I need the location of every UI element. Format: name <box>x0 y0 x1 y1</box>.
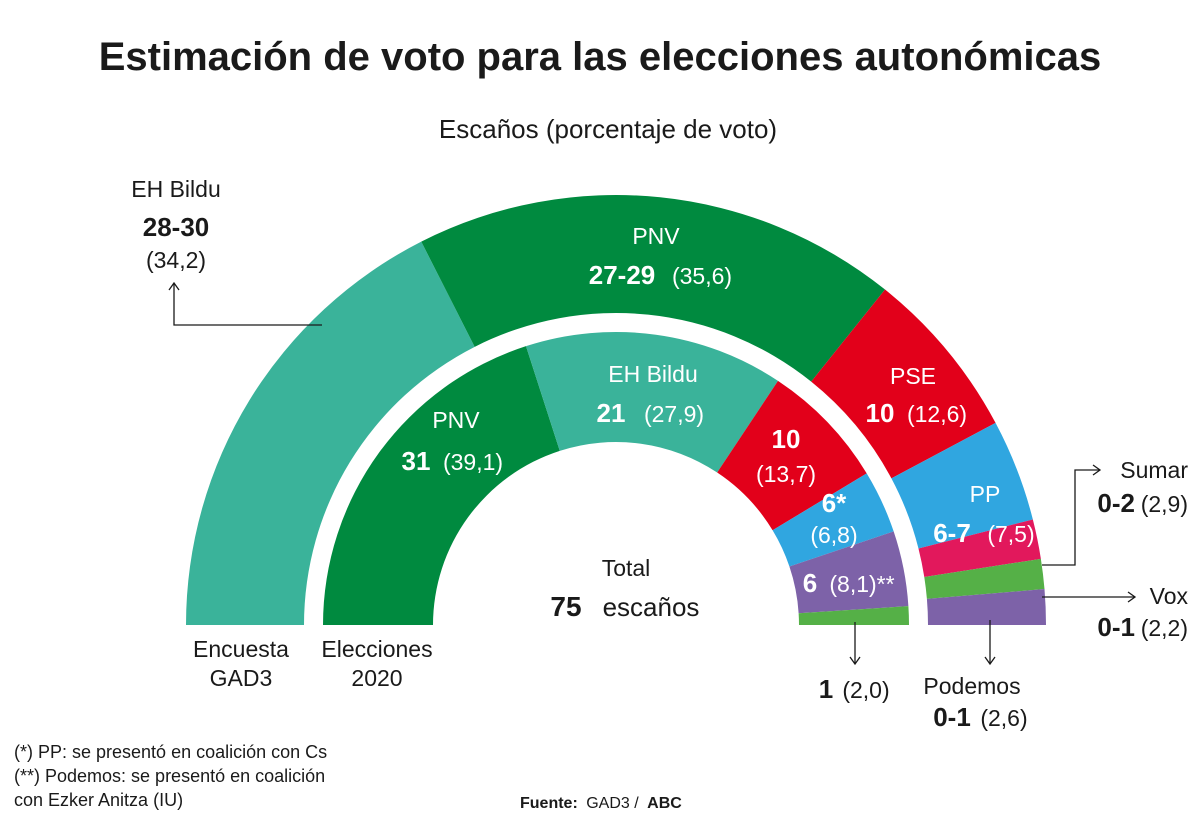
segment-2020-vox <box>798 606 909 625</box>
segment-survey-eh-bildu <box>186 241 475 626</box>
inner-label-podemos-seats: 6 <box>803 568 817 598</box>
inner-ring-2020 <box>323 332 909 625</box>
outer-label-bildu-pct: (34,2) <box>146 247 206 273</box>
segment-survey-pp <box>891 422 1033 549</box>
arrow-vox-2020 <box>849 656 861 666</box>
inner-label-pnv-name: PNV <box>432 407 480 433</box>
ring-label-2020-1: Elecciones <box>321 636 432 662</box>
outer-label-sumar-seats: 0-2 <box>1097 488 1135 518</box>
inner-label-pnv-seats: 31 <box>402 446 431 476</box>
outer-label-vox-pct: (2,2) <box>1141 615 1188 641</box>
inner-label-vox-seats: 1 <box>819 674 833 704</box>
outer-label-pp-seats: 6-7 <box>933 518 971 548</box>
outer-label-pse-name: PSE <box>890 363 936 389</box>
source-label: Fuente: <box>520 795 578 812</box>
total-seats: 75 <box>550 591 581 622</box>
outer-label-pp-pct: (7,5) <box>987 521 1034 547</box>
inner-label-pse-seats: 10 <box>772 424 801 454</box>
outer-label-sumar-pct: (2,9) <box>1141 491 1188 517</box>
outer-label-pnv-pct: (35,6) <box>672 263 732 289</box>
note-podemos-1: (**) Podemos: se presentó en coalición <box>14 766 325 786</box>
source-line: Fuente: GAD3 / ABC <box>520 795 682 812</box>
outer-label-pnv-seats: 27-29 <box>589 260 656 290</box>
segment-survey-vox <box>924 558 1045 599</box>
outer-label-sumar-name: Sumar <box>1120 457 1188 483</box>
segment-survey-podemos <box>926 589 1046 625</box>
segment-2020-eh-bildu <box>525 332 778 473</box>
segment-survey-pnv <box>421 195 886 382</box>
leader-sumar <box>1042 469 1100 566</box>
arrow-sumar <box>1092 464 1102 476</box>
total-label: Total <box>602 555 651 581</box>
inner-label-pnv-pct: (39,1) <box>443 449 503 475</box>
outer-ring-survey <box>186 195 1046 626</box>
outer-label-vox-name: Vox <box>1150 583 1189 609</box>
note-pp: (*) PP: se presentó en coalición con Cs <box>14 742 327 762</box>
inner-label-pse-pct: (13,7) <box>756 461 816 487</box>
source-value: GAD3 / <box>586 795 639 812</box>
outer-label-pp-name: PP <box>970 481 1001 507</box>
note-podemos-2: con Ezker Anitza (IU) <box>14 790 183 810</box>
outer-label-podemos-seats: 0-1 <box>933 702 971 732</box>
arrow-bildu <box>168 281 180 291</box>
chart-subtitle: Escaños (porcentaje de voto) <box>439 114 777 144</box>
outer-label-bildu-name: EH Bildu <box>131 176 220 202</box>
inner-label-pp-pct: (6,8) <box>810 522 857 548</box>
outer-label-pse-pct: (12,6) <box>907 401 967 427</box>
inner-label-vox-pct: (2,0) <box>842 677 889 703</box>
leader-bildu <box>173 283 322 326</box>
segment-2020-pp <box>772 473 894 567</box>
outer-label-pnv-name: PNV <box>632 223 680 249</box>
segment-2020-pnv <box>323 346 560 625</box>
total-unit: escaños <box>603 592 700 622</box>
outer-label-podemos-pct: (2,6) <box>980 705 1027 731</box>
segment-2020-pse <box>717 380 867 531</box>
outer-label-vox-seats: 0-1 <box>1097 612 1135 642</box>
inner-label-bildu-pct: (27,9) <box>644 401 704 427</box>
segment-2020-podemos <box>789 531 909 614</box>
inner-label-bildu-name: EH Bildu <box>608 361 697 387</box>
source-brand: ABC <box>647 795 682 812</box>
ring-label-survey-2: GAD3 <box>210 665 273 691</box>
chart-title: Estimación de voto para las elecciones a… <box>99 35 1102 79</box>
segment-survey-pse <box>811 289 996 479</box>
inner-label-pp-seats: 6* <box>822 488 847 518</box>
arrow-vox <box>1127 591 1137 603</box>
ring-label-2020-2: 2020 <box>351 665 402 691</box>
outer-label-pse-seats: 10 <box>866 398 895 428</box>
outer-label-podemos-name: Podemos <box>923 673 1020 699</box>
leader-lines <box>168 281 1137 666</box>
ring-label-survey-1: Encuesta <box>193 636 289 662</box>
segment-survey-sumar <box>918 519 1041 577</box>
arrow-podemos <box>984 656 996 666</box>
inner-label-podemos-pct: (8,1)** <box>829 571 894 597</box>
outer-label-bildu-seats: 28-30 <box>143 212 210 242</box>
inner-label-bildu-seats: 21 <box>597 398 626 428</box>
